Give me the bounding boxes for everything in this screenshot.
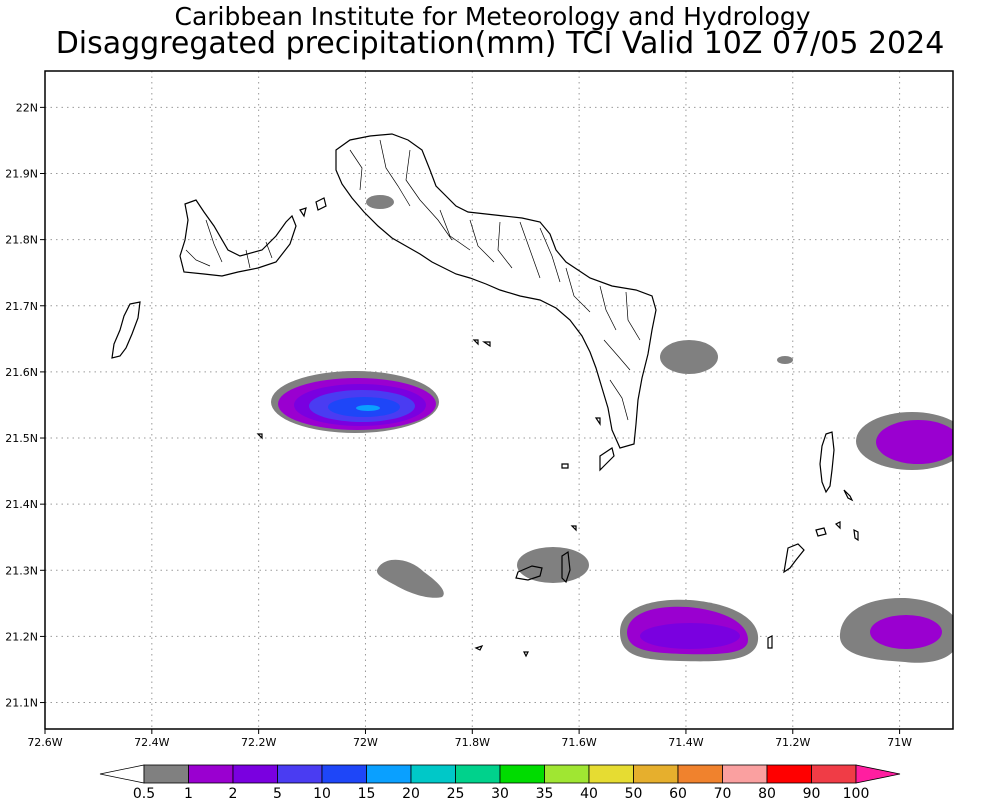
lon-tick-label: 72.2W — [241, 736, 276, 749]
lon-tick-label: 71.6W — [561, 736, 596, 749]
precip-area-east-upper-cell — [856, 412, 953, 470]
precip-area-grey-east-caicos — [660, 340, 718, 374]
colorbar-swatch-7 — [455, 764, 501, 784]
colorbar-label: 1 — [184, 786, 193, 800]
colorbar-swatch-15 — [811, 764, 857, 784]
colorbar-label: 25 — [447, 786, 465, 800]
map-grid — [45, 71, 953, 729]
island-small-north-2 — [299, 207, 307, 218]
colorbar-label: 2 — [229, 786, 238, 800]
colorbar-label: 30 — [491, 786, 509, 800]
island-small-mid-1 — [472, 339, 479, 346]
lon-tick-label: 72.6W — [27, 736, 62, 749]
colorbar-swatch-2 — [232, 764, 278, 784]
precip-area-grey-north — [366, 195, 394, 209]
island-small-west-1 — [256, 433, 263, 440]
lat-tick-label: 22N — [16, 101, 38, 114]
map-frame — [44, 70, 954, 730]
map-subtitle: Disaggregated precipitation(mm) TCI Vali… — [55, 26, 945, 61]
colorbar-label: 35 — [536, 786, 554, 800]
colorbar-swatch-1 — [188, 764, 234, 784]
island-small-south-2 — [561, 463, 569, 469]
island-small-mid-2 — [482, 341, 491, 348]
colorbar-swatch-12 — [677, 764, 723, 784]
island-small-east-2 — [834, 521, 841, 530]
colorbar-swatch-5 — [366, 764, 412, 784]
island-small-north-1 — [315, 197, 327, 211]
lat-tick-label: 21.5N — [5, 432, 38, 445]
colorbar-label: 20 — [402, 786, 420, 800]
island-salt-cay — [783, 543, 805, 574]
lon-tick-label: 71W — [887, 736, 912, 749]
map-title: Caribbean Institute for Meteorology and … — [174, 2, 811, 31]
colorbar-label: 50 — [625, 786, 643, 800]
lon-tick-label: 71.8W — [455, 736, 490, 749]
colorbar-swatch-9 — [544, 764, 590, 784]
island-south-cay-1 — [515, 565, 543, 581]
precip-area-grey-speck — [777, 356, 793, 364]
colorbar-label: 15 — [358, 786, 376, 800]
precip-area-south-center-cell — [620, 599, 759, 662]
island-grand-turk — [819, 431, 835, 494]
island-small-mid-3 — [594, 417, 601, 426]
lat-tick-label: 21.6N — [5, 366, 38, 379]
colorbar-label: 60 — [669, 786, 687, 800]
colorbar-label: 0.5 — [133, 786, 155, 800]
colorbar-swatch-8 — [499, 764, 545, 784]
island-internal-boundaries — [185, 139, 641, 421]
island-small-south-4 — [570, 525, 577, 532]
colorbar-swatch-11 — [633, 764, 679, 784]
lat-tick-label: 21.3N — [5, 564, 38, 577]
lat-tick-label: 21.1N — [5, 697, 38, 710]
precip-area-grey-south-1 — [376, 559, 444, 598]
island-small-south-6 — [523, 651, 529, 658]
island-caicos-main — [335, 133, 657, 449]
colorbar-label: 10 — [313, 786, 331, 800]
lat-tick-label: 21.7N — [5, 300, 38, 313]
lat-tick-label: 21.4N — [5, 498, 38, 511]
colorbar-label: 100 — [843, 786, 870, 800]
island-small-east-1 — [815, 527, 827, 537]
coastline-layer — [111, 133, 859, 658]
lat-tick-label: 21.2N — [5, 630, 38, 643]
lon-tick-label: 72W — [353, 736, 378, 749]
colorbar-label: 5 — [273, 786, 282, 800]
lon-tick-label: 71.2W — [775, 736, 810, 749]
precip-area-grey-south-2 — [517, 547, 589, 583]
colorbar-swatch-14 — [766, 764, 812, 784]
colorbar-right-arrow — [855, 764, 901, 784]
island-small-east-3 — [853, 528, 859, 542]
island-small-south-5 — [474, 644, 484, 651]
axis-ticks: 72.6W 72.4W 72.2W 72W 71.8W 71.6W 71.4W 71.2W 71… — [5, 101, 912, 749]
precip-area-east-lower-cell — [839, 597, 953, 663]
lat-tick-label: 21.8N — [5, 234, 38, 247]
island-small-east-4 — [843, 489, 854, 502]
colorbar-swatch-13 — [722, 764, 768, 784]
colorbar-swatch-10 — [588, 764, 634, 784]
colorbar-left-arrow — [99, 764, 145, 784]
colorbar-swatch-0 — [143, 764, 189, 784]
colorbar-swatch-4 — [321, 764, 367, 784]
precip-area-center-west-cell — [271, 371, 439, 433]
colorbar: 0.5 1 2 5 10 15 20 25 30 35 40 50 60 70 80 90 100 — [99, 764, 901, 800]
island-west — [111, 301, 141, 359]
precipitation-layer — [271, 195, 953, 663]
island-south-cay-2 — [561, 550, 571, 584]
colorbar-label: 90 — [803, 786, 821, 800]
colorbar-label: 80 — [758, 786, 776, 800]
colorbar-label: 40 — [580, 786, 598, 800]
island-small-south-3 — [767, 635, 773, 649]
colorbar-swatch-3 — [277, 764, 323, 784]
island-north-caicos-arc — [179, 199, 297, 277]
colorbar-label: 70 — [714, 786, 732, 800]
lon-tick-label: 72.4W — [134, 736, 169, 749]
island-small-south-1 — [599, 447, 615, 472]
lat-tick-label: 21.9N — [5, 168, 38, 181]
colorbar-swatch-6 — [410, 764, 456, 784]
lon-tick-label: 71.4W — [668, 736, 703, 749]
